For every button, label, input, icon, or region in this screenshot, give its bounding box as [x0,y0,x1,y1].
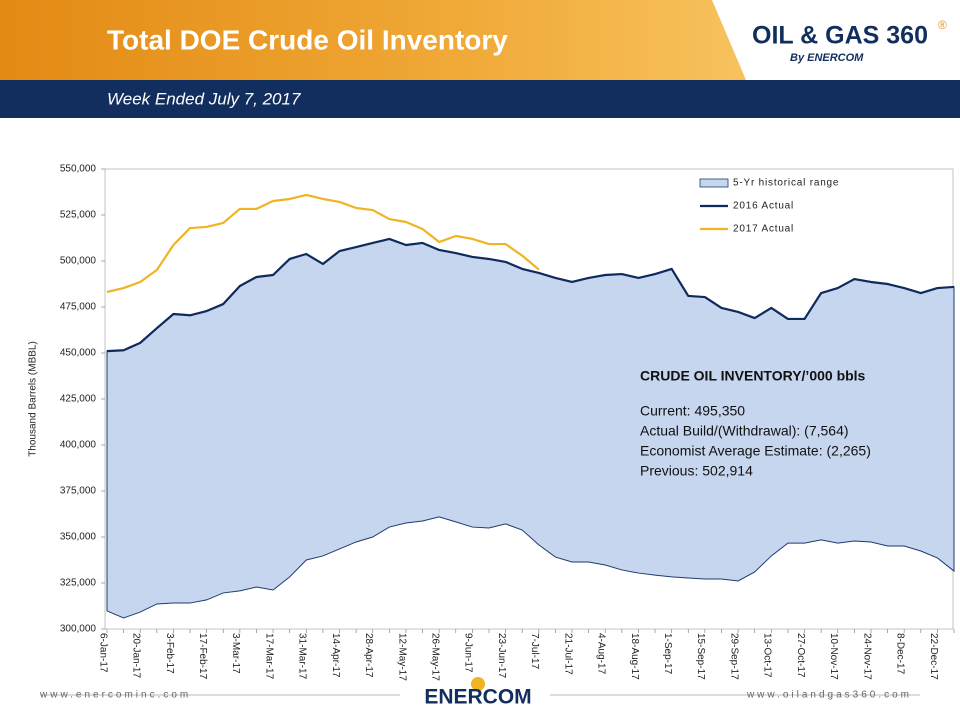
x-tick-label: 10-Nov-17 [828,633,839,680]
x-tick-label: 13-Oct-17 [762,633,773,678]
x-tick-label: 28-Apr-17 [363,633,374,678]
x-tick-label: 4-Aug-17 [596,633,607,675]
x-tick-label: 6-Jan-17 [97,633,108,673]
y-axis-label: Thousand Barrels (MBBL) [28,341,39,457]
x-tick-label: 8-Dec-17 [895,633,906,675]
x-tick-label: 7-Jul-17 [529,633,540,670]
y-tick-label: 475,000 [60,302,97,313]
x-tick-label: 22-Dec-17 [928,633,939,680]
plot: 300,000 325,000 350,000 375,000 400,000 425,0… [28,164,955,681]
x-tick-label: 3-Mar-17 [230,633,241,674]
logo-mark: ® [938,18,947,32]
y-tick-label: 550,000 [60,164,97,175]
x-tick-label: 18-Aug-17 [629,633,640,680]
x-tick-label: 24-Nov-17 [861,633,872,680]
legend-swatch [699,178,729,188]
x-tick-label: 12-May-17 [396,633,407,681]
legend-label: 2017 Actual [733,224,794,235]
subtitle-band [0,80,960,118]
logo-by: By ENERCOM [790,52,864,64]
legend-label: 2016 Actual [733,201,794,212]
x-tick-label: 17-Feb-17 [197,633,208,680]
footer-right: www.oilandgas360.com [746,690,912,701]
annotation: CRUDE OIL INVENTORY/’000 bbls [640,368,866,384]
x-tick-label: 14-Apr-17 [330,633,341,678]
series-line [106,193,540,293]
x-tick-label: 23-Jun-17 [496,633,507,678]
subtitle: Week Ended July 7, 2017 [107,89,301,108]
x-tick-label: 15-Sep-17 [695,633,706,680]
logo: OIL & GAS 360 [752,22,928,50]
y-tick-label: 325,000 [60,578,97,589]
x-tick-label: 3-Feb-17 [164,633,175,674]
footer-logo: ENERCOM [424,686,531,709]
x-tick-label: 1-Sep-17 [662,633,673,675]
annotation: Economist Average Estimate: (2,265) [640,443,871,459]
x-tick-label: 21-Jul-17 [562,633,573,675]
x-tick-label: 27-Oct-17 [795,633,806,678]
y-tick-label: 400,000 [60,440,97,451]
y-tick-label: 425,000 [60,394,97,405]
y-tick-label: 350,000 [60,532,97,543]
header-band [0,0,746,80]
legend-label: 5-Yr historical range [733,178,839,189]
x-tick-label: 17-Mar-17 [263,633,274,680]
y-tick-label: 300,000 [60,624,97,635]
x-tick-label: 26-May-17 [430,633,441,681]
annotation: Actual Build/(Withdrawal): (7,564) [640,423,849,439]
footer-left: www.enercominc.com [39,690,191,701]
x-tick-label: 20-Jan-17 [131,633,142,678]
y-tick-label: 500,000 [60,256,97,267]
footer-sun [471,677,485,691]
annotation: Current: 495,350 [640,403,745,419]
y-tick-label: 450,000 [60,348,97,359]
series-line [106,237,955,353]
title: Total DOE Crude Oil Inventory [107,24,508,55]
annotation: Previous: 502,914 [640,463,753,479]
x-tick-label: 9-Jun-17 [463,633,474,673]
y-tick-label: 525,000 [60,210,97,221]
y-tick-label: 375,000 [60,486,97,497]
x-tick-label: 31-Mar-17 [297,633,308,680]
x-tick-label: 29-Sep-17 [728,633,739,680]
